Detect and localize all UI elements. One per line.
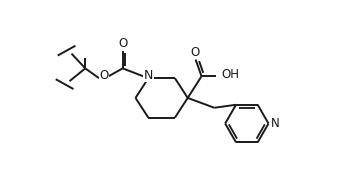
Text: O: O (118, 37, 128, 50)
Text: N: N (271, 117, 280, 130)
Text: OH: OH (221, 68, 239, 81)
Text: N: N (143, 69, 153, 82)
Text: O: O (190, 46, 199, 59)
Text: O: O (99, 69, 108, 82)
